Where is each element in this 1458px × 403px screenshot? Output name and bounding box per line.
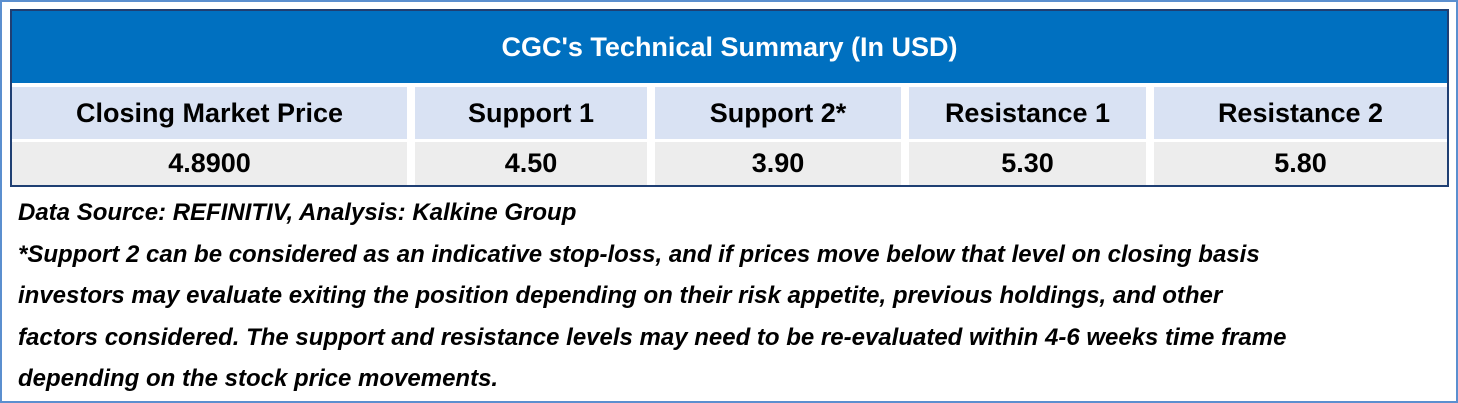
footnotes: Data Source: REFINITIV, Analysis: Kalkin… [18, 192, 1443, 400]
disclaimer-line: *Support 2 can be considered as an indic… [18, 240, 1260, 268]
value-resistance-1: 5.30 [909, 142, 1146, 185]
disclaimer-line: factors considered. The support and resi… [18, 323, 1287, 351]
column-header-closing-market-price: Closing Market Price [12, 87, 407, 139]
column-header-support-2: Support 2* [655, 87, 901, 139]
disclaimer-line: depending on the stock price movements. [18, 365, 499, 392]
column-header-resistance-2: Resistance 2 [1154, 87, 1447, 139]
value-support-1: 4.50 [415, 142, 647, 185]
technical-summary-table: CGC's Technical Summary (In USD) Closing… [10, 9, 1449, 187]
value-closing-market-price: 4.8900 [12, 142, 407, 185]
disclaimer-line: investors may evaluate exiting the posit… [18, 282, 1223, 309]
column-header-resistance-1: Resistance 1 [909, 87, 1146, 139]
table-title: CGC's Technical Summary (In USD) [12, 11, 1447, 83]
data-source-note: Data Source: REFINITIV, Analysis: Kalkin… [18, 199, 577, 226]
table-header-row: Closing Market Price Support 1 Support 2… [12, 87, 1447, 139]
column-header-support-1: Support 1 [415, 87, 647, 139]
value-support-2: 3.90 [655, 142, 901, 185]
value-resistance-2: 5.80 [1154, 142, 1447, 185]
table-row: 4.8900 4.50 3.90 5.30 5.80 [12, 142, 1447, 185]
